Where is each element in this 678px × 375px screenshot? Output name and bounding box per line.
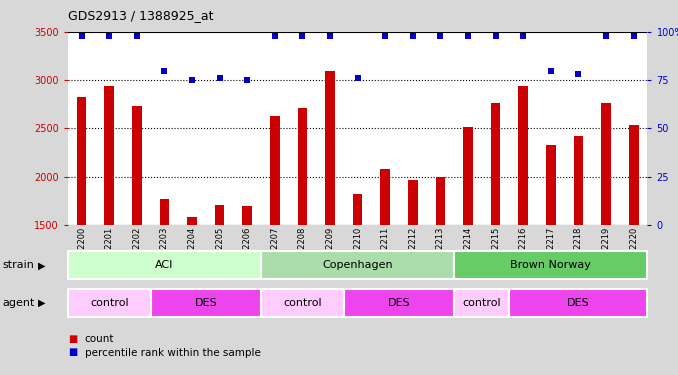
Text: GDS2913 / 1388925_at: GDS2913 / 1388925_at	[68, 9, 214, 22]
Bar	[574, 136, 583, 225]
Bar	[261, 289, 344, 317]
Bar	[491, 104, 500, 225]
Bar	[187, 217, 197, 225]
Point	[132, 33, 142, 39]
Point	[269, 33, 280, 39]
Point	[435, 33, 446, 39]
Point	[242, 77, 253, 83]
Text: ▶: ▶	[38, 260, 46, 270]
Bar	[270, 116, 279, 225]
Text: ■: ■	[68, 348, 77, 357]
Text: percentile rank within the sample: percentile rank within the sample	[85, 348, 260, 357]
Bar	[151, 289, 261, 317]
Text: DES: DES	[195, 298, 217, 308]
Bar	[243, 206, 252, 225]
Point	[104, 33, 115, 39]
Text: DES: DES	[567, 298, 590, 308]
Bar	[132, 106, 142, 225]
Point	[380, 33, 391, 39]
Bar	[77, 97, 86, 225]
Point	[462, 33, 473, 39]
Text: agent: agent	[2, 298, 35, 308]
Point	[214, 75, 225, 81]
Text: Copenhagen: Copenhagen	[322, 260, 393, 270]
Bar	[436, 177, 445, 225]
Text: count: count	[85, 334, 115, 344]
Point	[490, 33, 501, 39]
Bar	[601, 104, 611, 225]
Text: control: control	[283, 298, 322, 308]
Bar	[408, 180, 418, 225]
Point	[629, 33, 639, 39]
Text: control: control	[462, 298, 501, 308]
Bar	[380, 169, 390, 225]
Point	[407, 33, 418, 39]
Point	[518, 33, 529, 39]
Point	[76, 33, 87, 39]
Bar	[298, 108, 307, 225]
Point	[325, 33, 336, 39]
Bar	[215, 205, 224, 225]
Bar	[68, 289, 151, 317]
Bar	[344, 289, 454, 317]
Text: ▶: ▶	[38, 298, 46, 308]
Point	[601, 33, 612, 39]
Bar	[546, 145, 556, 225]
Text: ACI: ACI	[155, 260, 174, 270]
Text: ■: ■	[68, 334, 77, 344]
Bar	[353, 194, 363, 225]
Bar	[159, 199, 170, 225]
Text: strain: strain	[2, 260, 34, 270]
Bar	[463, 128, 473, 225]
Point	[297, 33, 308, 39]
Point	[186, 77, 197, 83]
Text: control: control	[90, 298, 129, 308]
Point	[573, 71, 584, 77]
Bar	[454, 289, 509, 317]
Bar	[68, 251, 261, 279]
Point	[159, 68, 170, 74]
Text: Brown Norway: Brown Norway	[511, 260, 591, 270]
Point	[353, 75, 363, 81]
Bar	[261, 251, 454, 279]
Bar	[104, 86, 114, 225]
Bar	[325, 72, 335, 225]
Point	[545, 68, 556, 74]
Bar	[454, 251, 647, 279]
Bar	[629, 124, 639, 225]
Bar	[519, 86, 528, 225]
Text: DES: DES	[388, 298, 410, 308]
Bar	[509, 289, 647, 317]
